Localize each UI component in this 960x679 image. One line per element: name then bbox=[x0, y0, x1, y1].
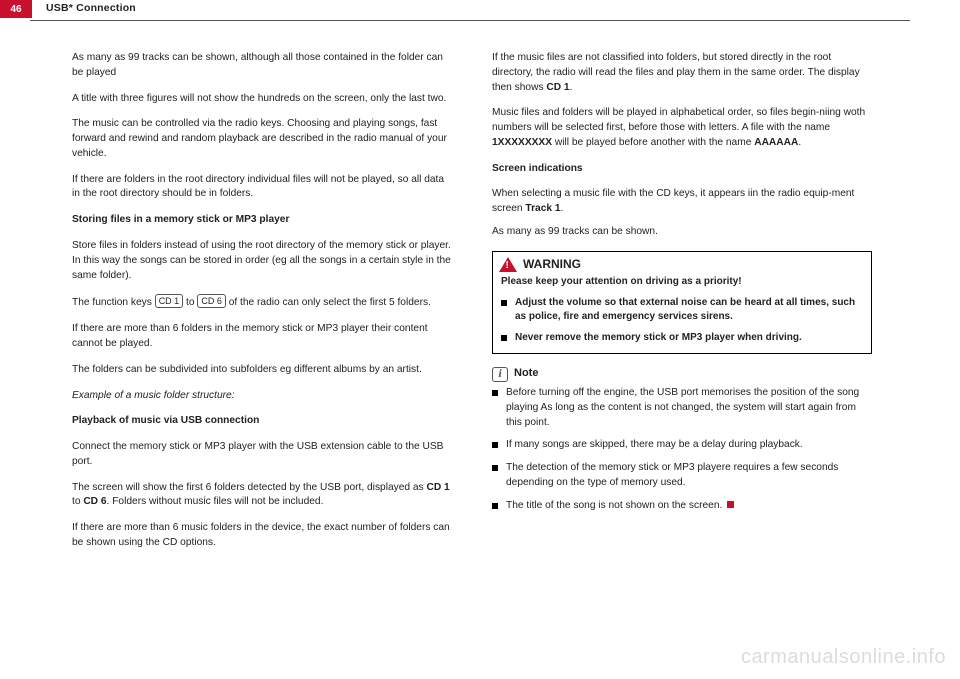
warning-triangle-icon bbox=[499, 257, 517, 272]
note-item: Before turning off the engine, the USB p… bbox=[492, 386, 872, 430]
note-item: If many songs are skipped, there may be … bbox=[492, 438, 872, 453]
bullet-icon bbox=[492, 465, 498, 471]
keycap-cd1: CD 1 bbox=[155, 294, 184, 308]
para: If there are more than 6 music folders i… bbox=[72, 521, 452, 551]
para: The music can be controlled via the radi… bbox=[72, 117, 452, 161]
note-list: Before turning off the engine, the USB p… bbox=[492, 386, 872, 513]
text: . bbox=[570, 82, 573, 93]
text-bold: CD 6 bbox=[83, 496, 106, 507]
text-bold: CD 1 bbox=[426, 482, 449, 493]
subheading: Playback of music via USB connection bbox=[72, 414, 452, 429]
para: The folders can be subdivided into subfo… bbox=[72, 363, 452, 378]
para: The screen will show the first 6 folders… bbox=[72, 481, 452, 511]
para: If there are folders in the root directo… bbox=[72, 173, 452, 203]
para: Music files and folders will be played i… bbox=[492, 106, 872, 150]
note-item: The title of the song is not shown on th… bbox=[492, 499, 872, 514]
text-bold: AAAAAA bbox=[754, 137, 798, 148]
para: If the music files are not classified in… bbox=[492, 51, 872, 95]
text: Before turning off the engine, the USB p… bbox=[506, 386, 872, 430]
end-square-icon bbox=[727, 501, 734, 508]
text: will be played before another with the n… bbox=[552, 137, 754, 148]
text-bold: CD 1 bbox=[546, 82, 569, 93]
content-columns: As many as 99 tracks can be shown, altho… bbox=[0, 21, 960, 562]
text: The function keys bbox=[72, 297, 155, 308]
text-bold: 1XXXXXXXX bbox=[492, 137, 552, 148]
watermark: carmanualsonline.info bbox=[741, 646, 946, 669]
page-number: 46 bbox=[0, 0, 32, 18]
para: As many as 99 tracks can be shown, altho… bbox=[72, 51, 452, 81]
text: The title of the song is not shown on th… bbox=[506, 500, 722, 511]
para: When selecting a music file with the CD … bbox=[492, 187, 872, 217]
note-header: i Note bbox=[492, 366, 872, 382]
para-italic: Example of a music folder structure: bbox=[72, 389, 452, 404]
header-title: USB* Connection bbox=[46, 0, 136, 14]
para: Connect the memory stick or MP3 player w… bbox=[72, 440, 452, 470]
text: If many songs are skipped, there may be … bbox=[506, 438, 803, 453]
note-item: The detection of the memory stick or MP3… bbox=[492, 461, 872, 491]
text: to bbox=[183, 297, 197, 308]
page: 46 USB* Connection As many as 99 tracks … bbox=[0, 0, 960, 679]
para: If there are more than 6 folders in the … bbox=[72, 322, 452, 352]
note-title: Note bbox=[514, 366, 538, 382]
text: Adjust the volume so that external noise… bbox=[515, 296, 863, 325]
warning-bullet: Never remove the memory stick or MP3 pla… bbox=[501, 331, 863, 346]
text: The detection of the memory stick or MP3… bbox=[506, 461, 872, 491]
warning-body: Please keep your attention on driving as… bbox=[493, 275, 871, 353]
bullet-icon bbox=[501, 300, 507, 306]
text: to bbox=[72, 496, 83, 507]
para: Store files in folders instead of using … bbox=[72, 239, 452, 283]
bullet-icon bbox=[492, 503, 498, 509]
warning-bullet: Adjust the volume so that external noise… bbox=[501, 296, 863, 325]
warning-line: Please keep your attention on driving as… bbox=[501, 275, 863, 290]
subheading: Screen indications bbox=[492, 162, 872, 177]
warning-header: WARNING bbox=[493, 252, 871, 275]
right-column: If the music files are not classified in… bbox=[492, 51, 872, 562]
warning-title: WARNING bbox=[523, 256, 581, 273]
text: of the radio can only select the first 5… bbox=[226, 297, 431, 308]
para: As many as 99 tracks can be shown. bbox=[492, 225, 872, 240]
info-icon: i bbox=[492, 367, 508, 382]
text: . Folders without music files will not b… bbox=[107, 496, 324, 507]
text: The screen will show the first 6 folders… bbox=[72, 482, 426, 493]
text: Never remove the memory stick or MP3 pla… bbox=[515, 331, 802, 346]
warning-box: WARNING Please keep your attention on dr… bbox=[492, 251, 872, 354]
bullet-icon bbox=[492, 390, 498, 396]
left-column: As many as 99 tracks can be shown, altho… bbox=[72, 51, 452, 562]
subheading: Storing files in a memory stick or MP3 p… bbox=[72, 213, 452, 228]
bullet-icon bbox=[501, 335, 507, 341]
text: . bbox=[561, 203, 564, 214]
para: A title with three figures will not show… bbox=[72, 92, 452, 107]
text: Music files and folders will be played i… bbox=[492, 107, 865, 133]
text-bold: Track 1 bbox=[525, 203, 560, 214]
keycap-cd6: CD 6 bbox=[197, 294, 226, 308]
para: The function keys CD 1 to CD 6 of the ra… bbox=[72, 294, 452, 311]
bullet-icon bbox=[492, 442, 498, 448]
text: . bbox=[798, 137, 801, 148]
